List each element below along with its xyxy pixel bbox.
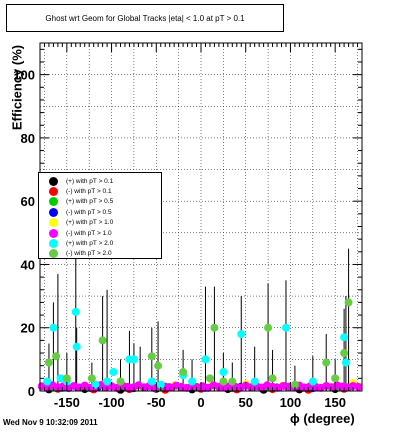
- data-point: [250, 377, 259, 386]
- legend-marker: [49, 228, 58, 238]
- legend-entry: (+) with pT > 0.1: [39, 176, 113, 186]
- legend-label: (-) with pT > 0.1: [66, 187, 112, 195]
- data-point: [129, 355, 138, 364]
- legend: (+) with pT > 0.1 (-) with pT > 0.1 (+) wi…: [38, 172, 162, 259]
- data-point: [52, 352, 61, 361]
- data-point: [156, 380, 165, 389]
- legend-label: (-) with pT > 1.0: [66, 229, 112, 237]
- data-point: [219, 368, 228, 377]
- axis-ticks: [40, 43, 362, 392]
- x-axis-label: ϕ (degree): [290, 411, 355, 426]
- data-point: [340, 333, 349, 342]
- y-tick-label: 20: [21, 321, 35, 336]
- data-point: [344, 298, 353, 307]
- legend-entry: (-) with pT > 0.1: [39, 186, 112, 196]
- x-tick-label: 50: [238, 395, 252, 410]
- legend-marker: [49, 176, 58, 186]
- legend-entry: (+) with pT > 2.0: [39, 238, 113, 248]
- y-tick-label: 0: [28, 384, 35, 399]
- axis-tick-labels: -150 -100 -50 0 50 100 150 0 20 40 60 80 100: [13, 68, 346, 410]
- y-tick-label: 40: [21, 257, 35, 272]
- data-point: [56, 374, 65, 383]
- data-point: [264, 323, 273, 332]
- legend-entry: (-) with pT > 1.0: [39, 228, 112, 238]
- data-point: [308, 377, 317, 386]
- data-point: [179, 368, 188, 377]
- legend-marker: [49, 197, 58, 207]
- plot-title: Ghost wrt Geom for Global Tracks |eta| <…: [6, 4, 284, 32]
- data-point: [341, 358, 350, 367]
- x-tick-label: 150: [324, 395, 346, 410]
- data-point: [103, 377, 112, 386]
- data-point: [268, 374, 277, 383]
- data-point: [228, 377, 237, 386]
- data-point: [72, 342, 81, 351]
- data-point: [331, 374, 340, 383]
- y-tick-label: 80: [21, 131, 35, 146]
- legend-marker: [49, 207, 58, 217]
- y-tick-label: 60: [21, 194, 35, 209]
- legend-marker: [49, 238, 58, 248]
- data-point: [44, 358, 53, 367]
- data-point: [98, 336, 107, 345]
- data-point: [219, 377, 228, 386]
- legend-entry: (-) with pT > 0.5: [39, 207, 112, 217]
- data-point: [201, 355, 210, 364]
- legend-marker: [49, 249, 58, 259]
- x-tick-label: -150: [54, 395, 80, 410]
- data-point: [205, 374, 214, 383]
- data-point: [290, 380, 299, 389]
- data-point: [147, 377, 156, 386]
- legend-entry: (+) with pT > 0.5: [39, 197, 113, 207]
- legend-label: (+) with pT > 1.0: [66, 219, 114, 227]
- legend-label: (+) with pT > 0.1: [66, 177, 114, 185]
- y-tick-label: 100: [13, 68, 35, 83]
- data-point: [71, 307, 80, 316]
- data-point: [281, 323, 290, 332]
- data-point: [109, 368, 118, 377]
- legend-marker: [49, 186, 58, 196]
- data-point: [188, 377, 197, 386]
- legend-label: (+) with pT > 2.0: [66, 239, 114, 247]
- data-point: [210, 323, 219, 332]
- data-point: [49, 323, 58, 332]
- data-point: [87, 374, 96, 383]
- error-bars: [48, 248, 350, 391]
- data-point: [340, 349, 349, 358]
- data-point: [147, 352, 156, 361]
- data-point: [62, 374, 71, 383]
- x-tick-label: 0: [197, 395, 204, 410]
- x-tick-label: -100: [99, 395, 125, 410]
- legend-entry: (-) with pT > 2.0: [39, 249, 112, 259]
- data-points: [37, 298, 363, 394]
- legend-marker: [49, 218, 58, 228]
- y-axis-label: Efficiency (%): [9, 44, 25, 131]
- timestamp: Wed Nov 9 10:32:09 2011: [3, 418, 98, 427]
- data-point: [322, 358, 331, 367]
- legend-label: (-) with pT > 0.5: [66, 208, 112, 216]
- data-point: [354, 382, 363, 391]
- data-point: [91, 380, 100, 389]
- data-point: [116, 377, 125, 386]
- legend-label: (-) with pT > 2.0: [66, 250, 112, 258]
- data-point: [154, 361, 163, 370]
- data-point: [237, 330, 246, 339]
- x-tick-label: 100: [280, 395, 302, 410]
- data-point: [43, 377, 52, 386]
- x-tick-label: -50: [147, 395, 166, 410]
- legend-entry: (+) with pT > 1.0: [39, 218, 113, 228]
- legend-label: (+) with pT > 0.5: [66, 198, 114, 206]
